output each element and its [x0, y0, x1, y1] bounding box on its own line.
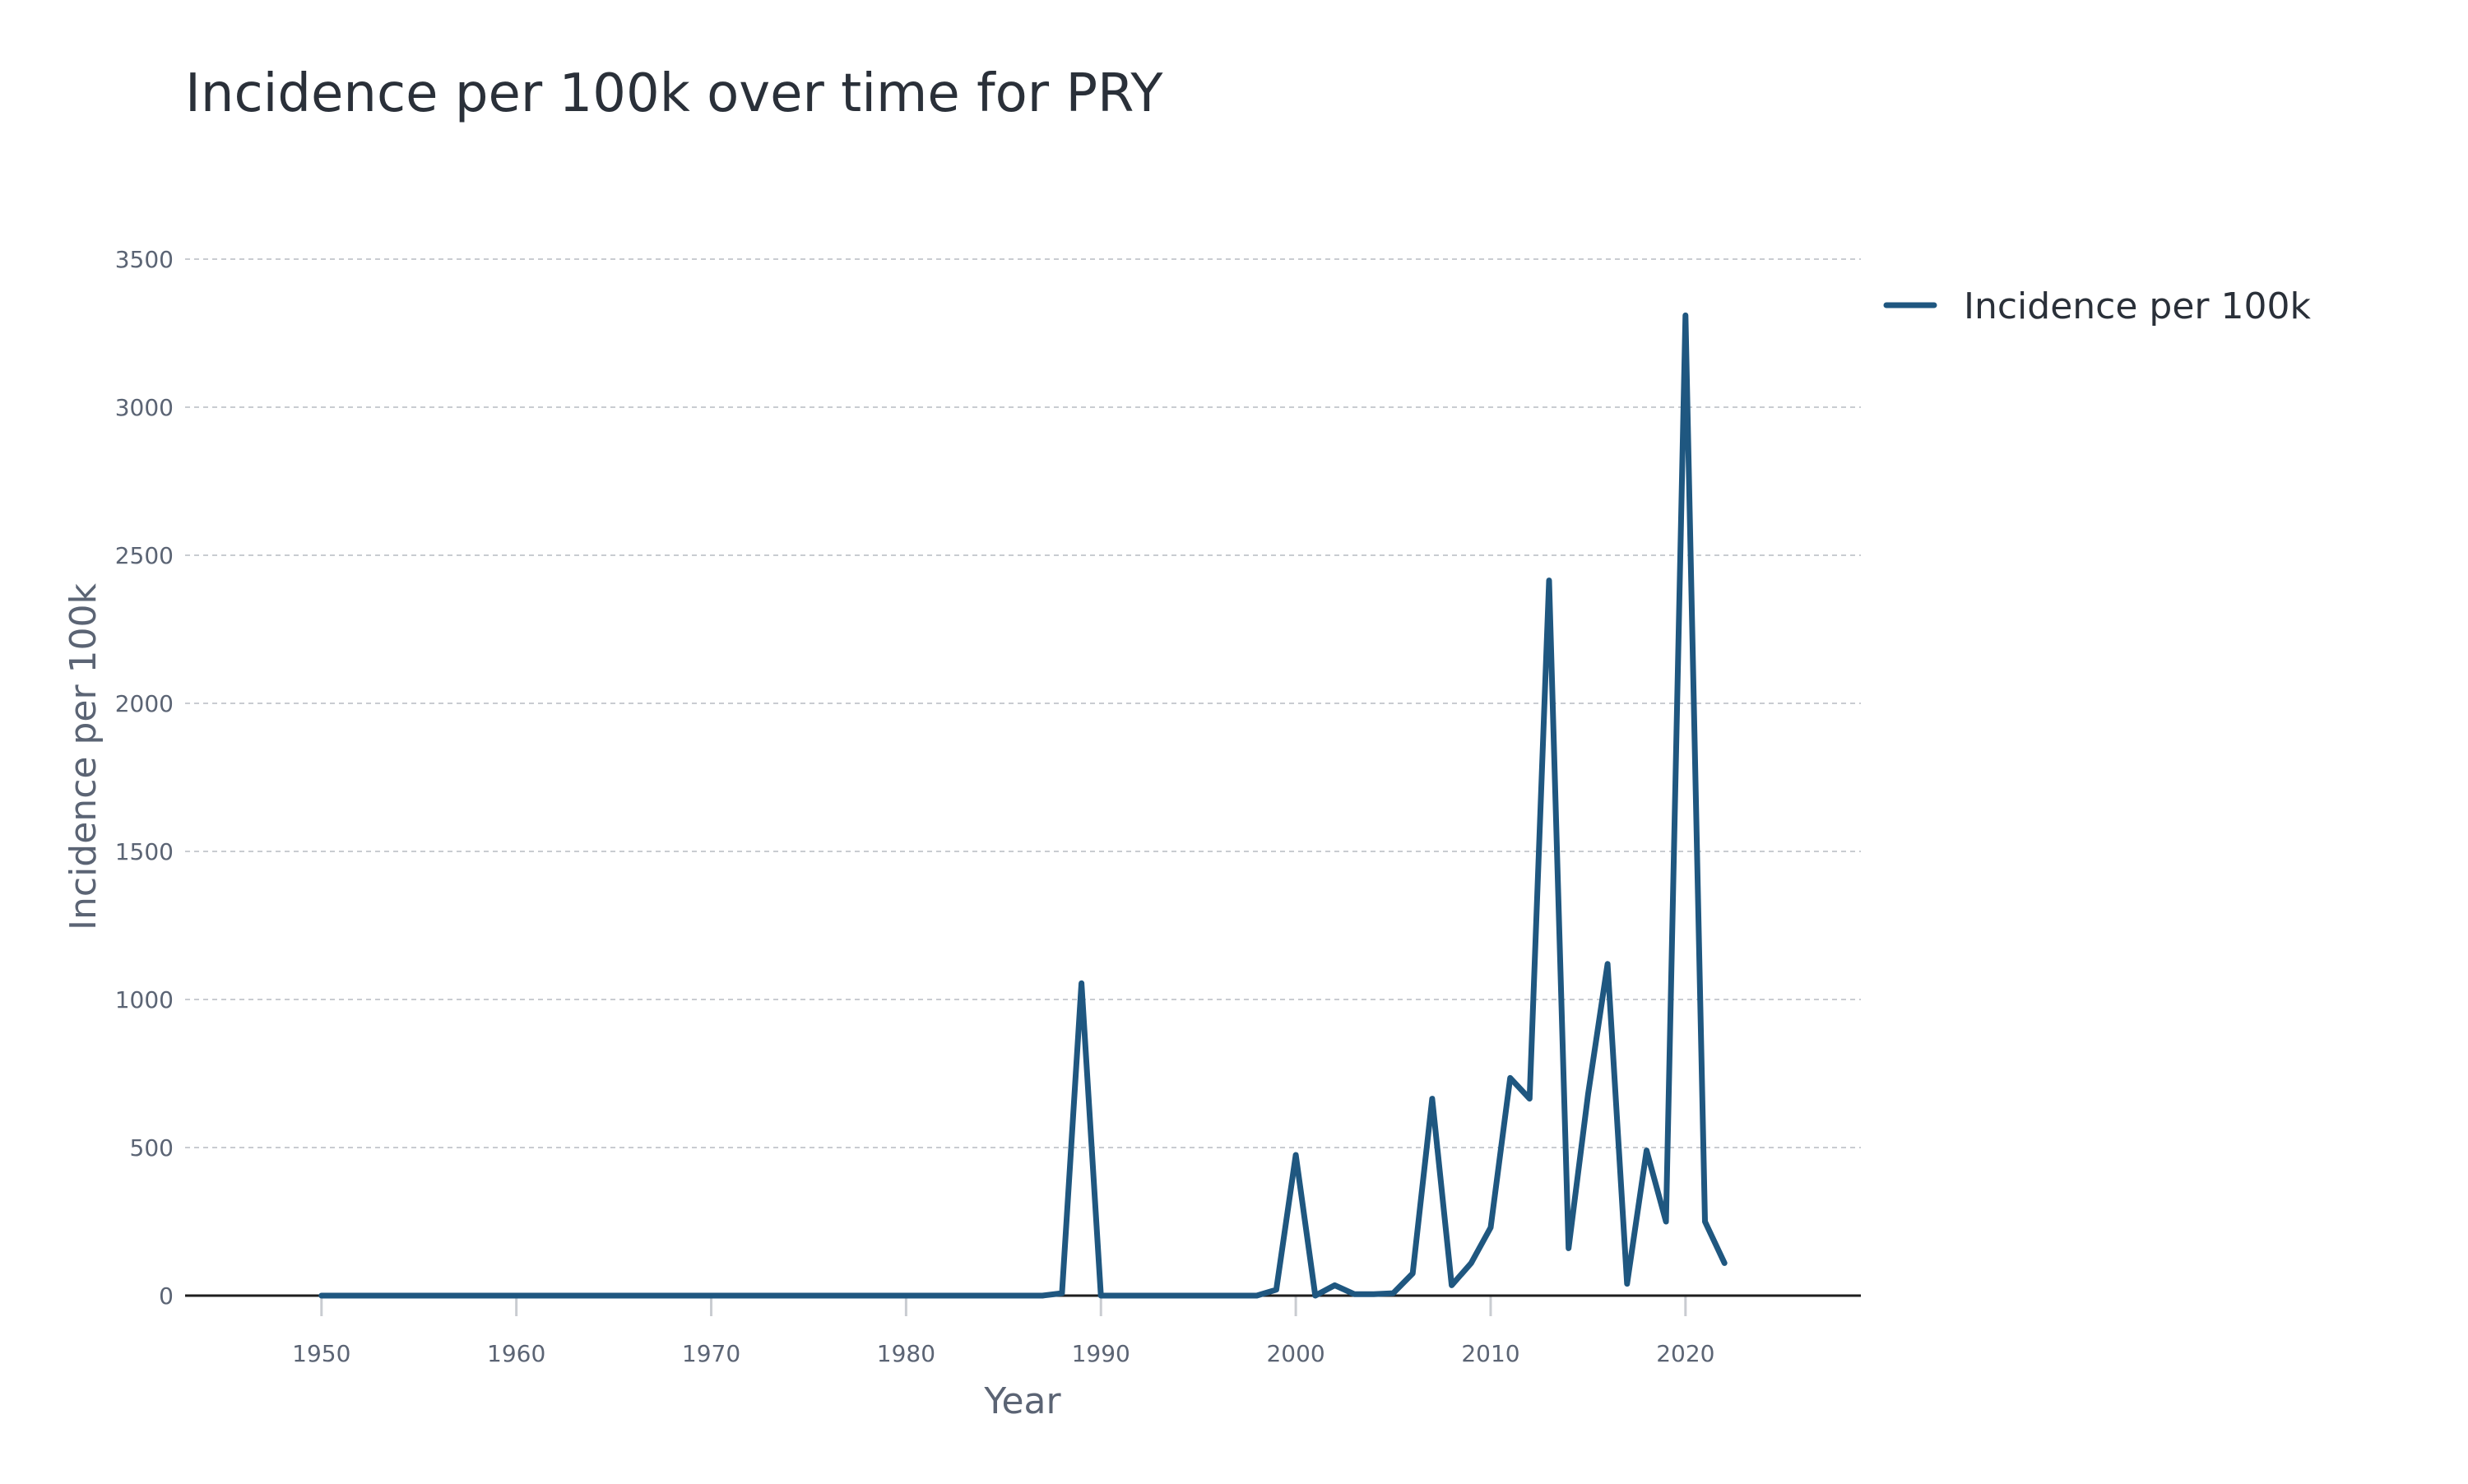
- chart-title: Incidence per 100k over time for PRY: [185, 63, 1163, 124]
- legend[interactable]: Incidence per 100k: [1883, 285, 2311, 327]
- y-axis-title: Incidence per 100k: [63, 583, 104, 930]
- y-tick-label: 2500: [115, 542, 174, 569]
- x-tick-label: 2010: [1461, 1340, 1519, 1367]
- series-lines: [318, 312, 1728, 1299]
- y-tick-label: 500: [130, 1134, 174, 1162]
- series-line: [318, 312, 1728, 1299]
- y-tick-label: 3000: [115, 394, 174, 421]
- y-tick-label: 1500: [115, 838, 174, 865]
- y-tick-label: 2000: [115, 690, 174, 717]
- x-tick-label: 1950: [292, 1340, 350, 1367]
- y-axis-ticks: 0 500 1000 1500 2000 2500 3000 3500: [115, 246, 174, 1310]
- x-axis-ticks: 1950 1960 1970 1980 1990 2000 2010 2020: [292, 1296, 1714, 1367]
- x-tick-label: 2020: [1656, 1340, 1714, 1367]
- legend-label: Incidence per 100k: [1964, 285, 2311, 327]
- y-tick-label: 3500: [115, 246, 174, 273]
- y-tick-label: 1000: [115, 986, 174, 1013]
- x-tick-label: 1990: [1072, 1340, 1130, 1367]
- x-tick-label: 1980: [877, 1340, 935, 1367]
- x-tick-label: 2000: [1266, 1340, 1324, 1367]
- x-axis-title: Year: [983, 1380, 1061, 1422]
- x-tick-label: 1960: [487, 1340, 545, 1367]
- x-tick-label: 1970: [682, 1340, 740, 1367]
- y-tick-label: 0: [159, 1282, 174, 1310]
